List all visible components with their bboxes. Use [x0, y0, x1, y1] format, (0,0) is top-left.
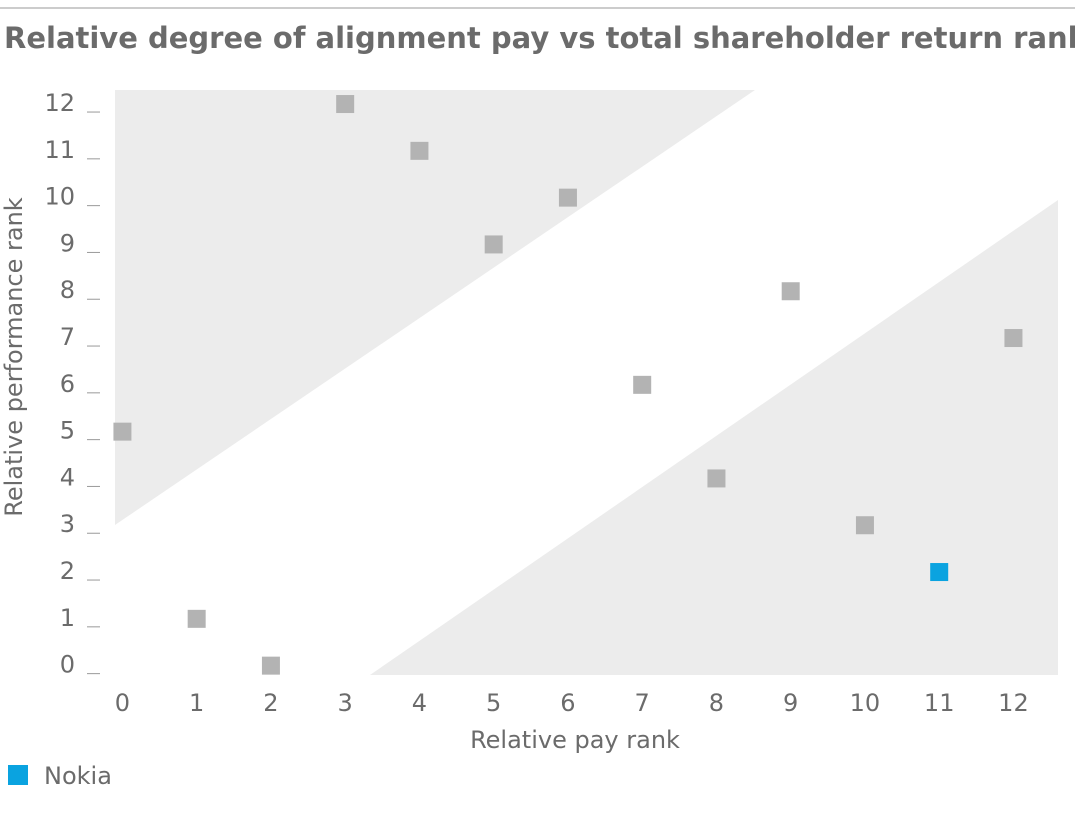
point: [558, 188, 577, 207]
x-tick-label: 2: [263, 689, 278, 717]
x-tick-label: 6: [560, 689, 575, 717]
chart-title: Relative degree of alignment pay vs tota…: [4, 21, 1075, 55]
x-tick-label: 3: [338, 689, 353, 717]
x-tick-label: 8: [709, 689, 724, 717]
point: [336, 95, 355, 114]
x-tick-label: 12: [998, 689, 1029, 717]
lower-zone: [370, 200, 1058, 675]
y-axis-label: Relative performance rank: [0, 197, 28, 517]
x-tick-label: 11: [924, 689, 955, 717]
point: [484, 235, 503, 254]
point: [261, 656, 280, 675]
point: [781, 282, 800, 301]
upper-zone: [115, 90, 755, 525]
point: [410, 141, 429, 160]
point: [187, 609, 206, 628]
y-tick-label: 11: [44, 136, 75, 164]
x-tick-label: 4: [412, 689, 427, 717]
point: [707, 469, 726, 488]
y-tick-label: 10: [44, 183, 75, 211]
y-tick-label: 7: [60, 323, 75, 351]
y-tick-label: 3: [60, 510, 75, 538]
y-tick-label: 0: [60, 651, 75, 679]
y-tick-label: 5: [60, 417, 75, 445]
legend-swatch: [8, 765, 28, 785]
point: [930, 563, 949, 582]
y-tick-label: 1: [60, 604, 75, 632]
legend-label: Nokia: [44, 762, 112, 790]
x-tick-label: 0: [115, 689, 130, 717]
x-tick-label: 9: [783, 689, 798, 717]
y-tick-label: 12: [44, 89, 75, 117]
x-tick-label: 7: [635, 689, 650, 717]
point: [633, 375, 652, 394]
point: [1004, 329, 1023, 348]
y-tick-label: 9: [60, 229, 75, 257]
x-tick-label: 10: [850, 689, 881, 717]
x-axis-label: Relative pay rank: [470, 726, 680, 754]
x-tick-label: 5: [486, 689, 501, 717]
y-tick-label: 4: [60, 463, 75, 491]
point: [113, 422, 132, 441]
x-tick-label: 1: [189, 689, 204, 717]
y-tick-label: 8: [60, 276, 75, 304]
point: [855, 516, 874, 535]
y-tick-label: 2: [60, 557, 75, 585]
y-tick-label: 6: [60, 370, 75, 398]
